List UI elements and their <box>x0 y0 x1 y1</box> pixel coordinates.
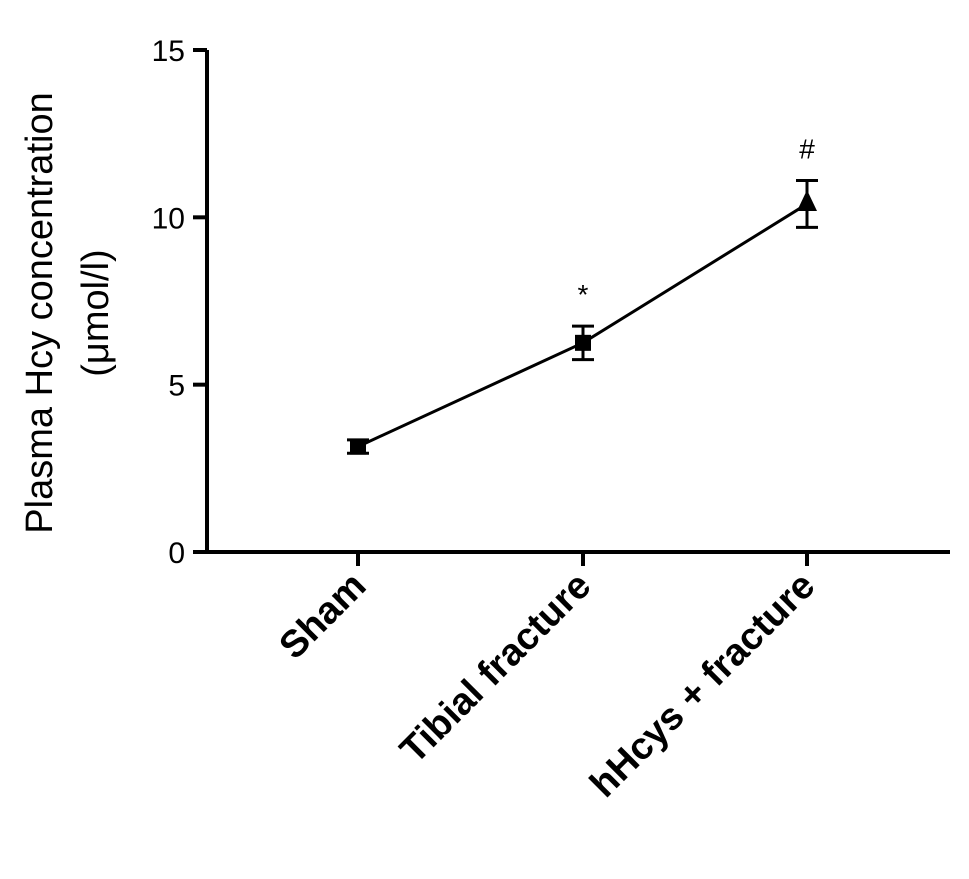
x-tick-label: Tibial fracture <box>392 565 599 772</box>
y-axis-label-line1: Plasma Hcy concentration <box>19 92 61 533</box>
data-point <box>350 438 366 455</box>
y-tick-label: 15 <box>152 35 185 68</box>
data-point <box>575 334 591 351</box>
y-ticks: 0 5 10 15 <box>152 35 207 570</box>
significance-marker: * <box>578 279 589 310</box>
series-group: *# <box>347 134 818 455</box>
axes <box>205 50 950 554</box>
y-tick-label: 5 <box>168 370 185 403</box>
y-axis-label-line2: (μmol/l) <box>75 249 117 376</box>
y-axis-title: Plasma Hcy concentration (μmol/l) <box>19 92 117 533</box>
x-tick-label: Sham <box>271 565 374 668</box>
y-tick-label: 10 <box>152 202 185 235</box>
significance-marker: # <box>799 134 815 165</box>
data-point <box>797 189 817 211</box>
x-tick-label: hHcys + fracture <box>582 565 823 806</box>
y-tick-label: 0 <box>168 537 185 570</box>
